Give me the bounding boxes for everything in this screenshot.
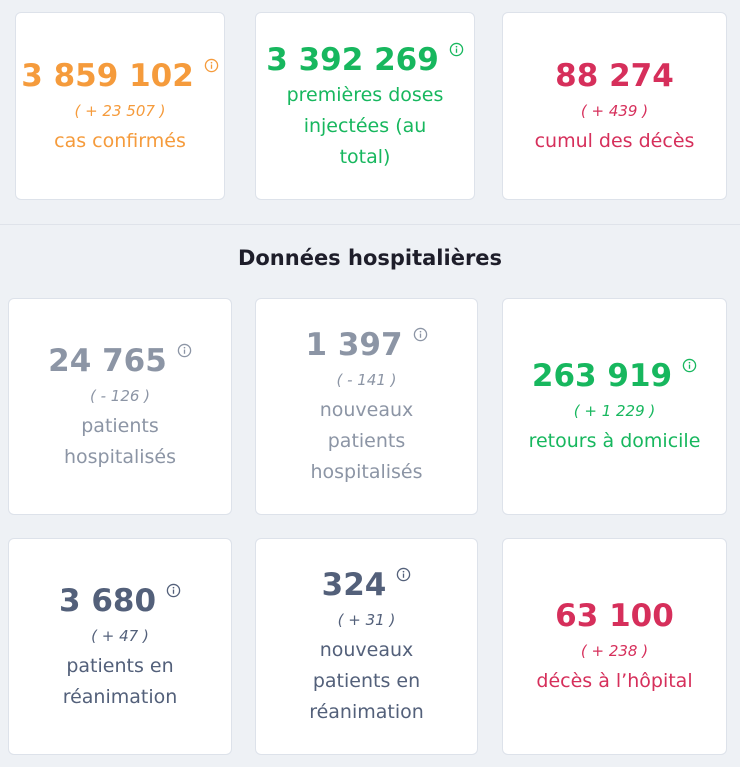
stat-value: 324: [321, 567, 387, 603]
stat-value: 63 100: [555, 598, 674, 634]
stat-label: cumul des décès: [534, 129, 695, 152]
stat-number-row: 3 859 102: [21, 56, 219, 96]
stat-delta: ( + 238 ): [580, 642, 649, 660]
stat-card: 3 859 102 ( + 23 507 ) cas confirmés: [15, 12, 225, 200]
info-icon[interactable]: [396, 567, 411, 582]
stat-number-row: 24 765: [48, 341, 192, 381]
stat-card: 63 100 ( + 238 ) décès à l’hôpital: [502, 538, 727, 755]
stat-card: 88 274 ( + 439 ) cumul des décès: [502, 12, 727, 200]
info-icon[interactable]: [177, 343, 192, 358]
stat-card: 3 392 269 premières doses injectées (au t…: [255, 12, 475, 200]
stat-card: 24 765 ( - 126 ) patients hospitalisés: [8, 298, 232, 515]
stat-card: 263 919 ( + 1 229 ) retours à domicile: [502, 298, 727, 515]
stat-number-row: 88 274: [555, 56, 674, 96]
stat-label: retours à domicile: [528, 430, 701, 452]
stat-value: 3 859 102: [21, 57, 194, 94]
stat-number-row: 1 397: [305, 325, 427, 365]
stat-label: nouveaux patients hospitalisés: [310, 399, 423, 483]
info-icon[interactable]: [166, 583, 181, 598]
info-icon[interactable]: [682, 358, 697, 373]
stat-number-row: 3 680: [59, 581, 181, 621]
stat-delta: ( + 1 229 ): [573, 402, 656, 420]
stat-delta: ( + 31 ): [337, 611, 396, 629]
stat-delta: ( + 47 ): [91, 626, 149, 645]
stat-value: 263 919: [531, 358, 673, 394]
stat-label: patients en réanimation: [62, 654, 178, 708]
stat-delta: ( + 23 507 ): [74, 101, 166, 120]
stat-label: décès à l’hôpital: [536, 670, 693, 692]
separator: [0, 224, 740, 225]
stat-card: 324 ( + 31 ) nouveaux patients en réanimat…: [255, 538, 478, 755]
stat-number-row: 63 100: [555, 596, 674, 636]
stat-card: 3 680 ( + 47 ) patients en réanimation: [8, 538, 232, 755]
stat-number-row: 324: [322, 565, 412, 605]
stat-delta: ( - 126 ): [89, 386, 151, 405]
info-icon[interactable]: [449, 42, 464, 57]
stat-label: nouveaux patients en réanimation: [309, 639, 424, 723]
stat-number-row: 263 919: [532, 356, 697, 396]
stat-label: premières doses injectées (au total): [286, 83, 444, 168]
stat-label: patients hospitalisés: [63, 414, 177, 468]
stat-label: cas confirmés: [54, 129, 186, 152]
stat-value: 24 765: [48, 342, 167, 379]
section-title: Données hospitalières: [237, 246, 503, 270]
stat-value: 3 680: [58, 582, 157, 619]
stat-delta: ( - 141 ): [336, 371, 397, 389]
stat-value: 1 397: [305, 327, 403, 363]
stat-card: 1 397 ( - 141 ) nouveaux patients hospital…: [255, 298, 478, 515]
stat-number-row: 3 392 269: [266, 40, 464, 80]
info-icon[interactable]: [413, 327, 428, 342]
stat-delta: ( + 439 ): [580, 101, 649, 120]
stat-value: 88 274: [555, 57, 674, 94]
info-icon[interactable]: [204, 58, 219, 73]
stat-value: 3 392 269: [266, 41, 439, 78]
